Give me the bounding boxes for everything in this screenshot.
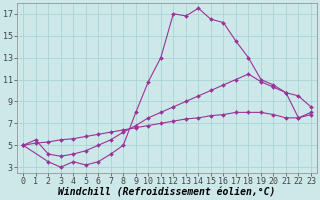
X-axis label: Windchill (Refroidissement éolien,°C): Windchill (Refroidissement éolien,°C) xyxy=(58,187,276,197)
